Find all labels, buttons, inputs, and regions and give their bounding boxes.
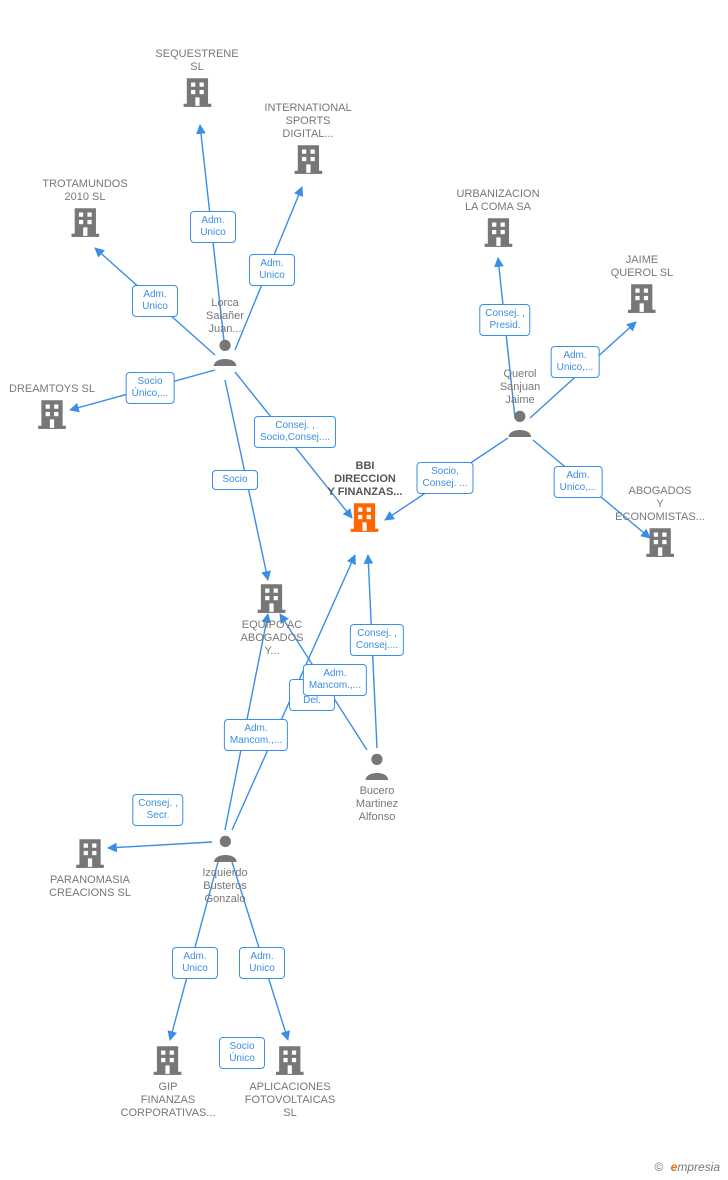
node-bbi[interactable]: BBI DIRECCION Y FINANZAS... [328, 460, 403, 538]
node-label: SEQUESTRENE SL [155, 48, 238, 74]
node-izquierdo[interactable]: Izquierdo Busteros Gonzalo [202, 832, 247, 906]
edge-label: Socio Único [219, 1037, 265, 1069]
watermark-rest: mpresia [677, 1160, 720, 1174]
building-icon [264, 141, 351, 180]
person-icon [500, 407, 540, 442]
node-label: TROTAMUNDOS 2010 SL [42, 178, 127, 204]
edge-label: Adm. Mancom.,... [224, 719, 288, 751]
node-label: JAIME QUEROL SL [611, 254, 674, 280]
edge-label: Adm. Mancom.,... [303, 664, 367, 696]
node-international[interactable]: INTERNATIONAL SPORTS DIGITAL... [264, 102, 351, 180]
edge-label: Socio [212, 470, 258, 490]
node-label: APLICACIONES FOTOVOLTAICAS SL [245, 1081, 335, 1120]
node-label: Izquierdo Busteros Gonzalo [202, 867, 247, 906]
building-icon [155, 74, 238, 113]
edge-label: Consej. , Consej.... [350, 624, 404, 656]
person-icon [356, 750, 398, 785]
node-label: Bucero Martinez Alfonso [356, 785, 398, 824]
node-equipo_ac[interactable]: EQUIPO AC ABOGADOS Y... [241, 580, 304, 658]
edge-label: Consej. , Socio,Consej.... [254, 416, 336, 448]
edge-label: Consej. , Presid. [479, 304, 530, 336]
edge-label: Socio, Consej. ... [416, 462, 473, 494]
building-icon [456, 214, 539, 253]
edges-layer [0, 0, 728, 1180]
node-label: BBI DIRECCION Y FINANZAS... [328, 460, 403, 499]
copyright-symbol: © [654, 1160, 663, 1174]
node-urbanizacion[interactable]: URBANIZACION LA COMA SA [456, 188, 539, 253]
edge-label: Adm. Unico,... [551, 346, 600, 378]
edge-label: Adm. Unico [239, 947, 285, 979]
building-icon [121, 1042, 216, 1081]
edge-label: Socio Único,... [126, 372, 175, 404]
building-icon [328, 499, 403, 538]
node-label: URBANIZACION LA COMA SA [456, 188, 539, 214]
watermark: © empresia [654, 1160, 720, 1174]
edge-label: Adm. Unico [132, 285, 178, 317]
node-abogados_econ[interactable]: ABOGADOS Y ECONOMISTAS... [615, 485, 705, 563]
node-label: EQUIPO AC ABOGADOS Y... [241, 619, 304, 658]
node-label: DREAMTOYS SL [9, 383, 95, 396]
node-label: Querol Sanjuan Jaime [500, 368, 540, 407]
node-jaime_querol[interactable]: JAIME QUEROL SL [611, 254, 674, 319]
building-icon [42, 204, 127, 243]
person-icon [206, 336, 244, 371]
edge-label: Adm. Unico [190, 211, 236, 243]
edge-label: Adm. Unico [172, 947, 218, 979]
node-bucero[interactable]: Bucero Martinez Alfonso [356, 750, 398, 824]
node-sequestrene[interactable]: SEQUESTRENE SL [155, 48, 238, 113]
edge-label: Consej. , Secr. [132, 794, 183, 826]
node-trotamundos[interactable]: TROTAMUNDOS 2010 SL [42, 178, 127, 243]
node-lorca[interactable]: Lorca Salañer Juan... [206, 297, 244, 371]
person-icon [202, 832, 247, 867]
node-label: INTERNATIONAL SPORTS DIGITAL... [264, 102, 351, 141]
edge-label: Adm. Unico [249, 254, 295, 286]
building-icon [9, 396, 95, 435]
edge-label: Adm. Unico,... [554, 466, 603, 498]
building-icon [615, 524, 705, 563]
node-querol[interactable]: Querol Sanjuan Jaime [500, 368, 540, 442]
node-dreamtoys[interactable]: DREAMTOYS SL [9, 383, 95, 435]
building-icon [241, 580, 304, 619]
node-label: ABOGADOS Y ECONOMISTAS... [615, 485, 705, 524]
node-gip[interactable]: GIP FINANZAS CORPORATIVAS... [121, 1042, 216, 1120]
building-icon [611, 280, 674, 319]
node-paranomasia[interactable]: PARANOMASIA CREACIONS SL [49, 835, 131, 900]
building-icon [49, 835, 131, 874]
node-label: PARANOMASIA CREACIONS SL [49, 874, 131, 900]
diagram-canvas: SEQUESTRENE SL INTERNATIONAL SPORTS DIGI… [0, 0, 728, 1180]
node-label: GIP FINANZAS CORPORATIVAS... [121, 1081, 216, 1120]
node-label: Lorca Salañer Juan... [206, 297, 244, 336]
